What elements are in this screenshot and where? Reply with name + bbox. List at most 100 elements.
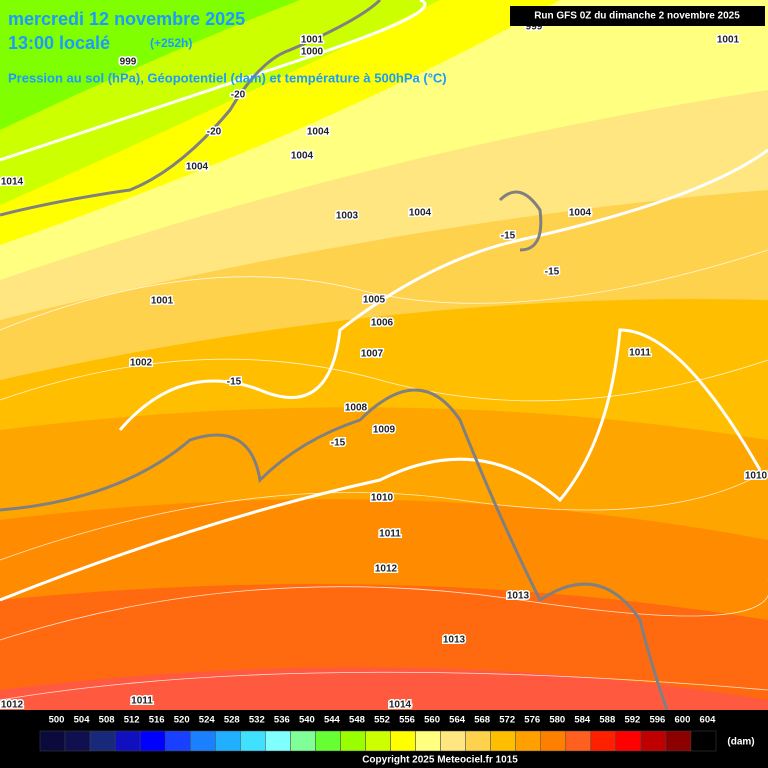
isobar-label: 1000 xyxy=(301,47,324,58)
legend-swatch xyxy=(290,730,316,752)
legend-swatch xyxy=(640,730,667,752)
legend-label: 568 xyxy=(474,715,490,726)
isobar-label: 1004 xyxy=(569,208,592,219)
geopotential-lines xyxy=(0,0,768,602)
legend-label: 552 xyxy=(374,715,390,726)
isobar-label: 1006 xyxy=(371,318,394,329)
legend-swatch xyxy=(415,730,441,752)
isobar-label: -15 xyxy=(501,231,516,242)
legend-swatch xyxy=(390,730,416,752)
isobar-label: 1011 xyxy=(131,696,153,707)
isobar-label: 1007 xyxy=(361,349,384,360)
legend-swatch xyxy=(240,730,266,752)
legend-swatch xyxy=(189,730,216,752)
legend-label: 596 xyxy=(649,715,665,726)
isobar-label: 1005 xyxy=(363,295,386,306)
legend-swatch xyxy=(114,730,141,752)
subtitle: Pression au sol (hPa), Géopotentiel (dam… xyxy=(8,70,447,85)
isobar-label: -15 xyxy=(545,267,560,278)
legend-label: 512 xyxy=(124,715,140,726)
run-info: Run GFS 0Z du dimanche 2 novembre 2025 xyxy=(534,11,740,22)
legend: 500 504 508 512 516 520 524 528 532 536 540 544 548 5… xyxy=(39,715,717,752)
legend-swatch xyxy=(215,730,241,752)
isobars xyxy=(0,249,768,701)
legend-label: 580 xyxy=(549,715,565,726)
legend-swatch xyxy=(665,730,692,752)
legend-label: 556 xyxy=(399,715,415,726)
legend-swatch xyxy=(64,730,91,752)
isotherms xyxy=(0,0,692,768)
legend-label: 560 xyxy=(424,715,440,726)
isobar-label: 1014 xyxy=(389,700,412,711)
isobar-label: 1003 xyxy=(336,211,359,222)
legend-swatch xyxy=(39,730,66,752)
legend-swatch xyxy=(590,730,617,752)
legend-swatch xyxy=(690,730,717,752)
isobar-label: 1012 xyxy=(1,700,24,711)
isobar-label: 1004 xyxy=(186,162,209,173)
legend-label: 564 xyxy=(449,715,466,726)
legend-label: 540 xyxy=(299,715,315,726)
isobar-label: 1014 xyxy=(1,177,24,188)
legend-label: 500 xyxy=(49,715,65,726)
legend-swatch xyxy=(89,730,116,752)
isobar-label: 1008 xyxy=(345,403,368,414)
legend-swatch xyxy=(465,730,491,752)
isobar-label: 1011 xyxy=(379,529,401,540)
isobar-label: 1001 xyxy=(717,35,740,46)
legend-swatch xyxy=(265,730,291,752)
isobar-label: -15 xyxy=(227,377,242,388)
legend-label: 588 xyxy=(599,715,615,726)
legend-swatch xyxy=(565,730,592,752)
legend-label: 600 xyxy=(675,715,691,726)
isobar-label: 1011 xyxy=(629,348,651,359)
legend-label: 536 xyxy=(274,715,290,726)
legend-swatch xyxy=(340,730,366,752)
band xyxy=(0,0,300,130)
isobar-label: 1001 xyxy=(151,296,174,307)
date: mercredi 12 novembre 2025 xyxy=(8,9,245,29)
legend-label: 516 xyxy=(149,715,165,726)
legend-swatch xyxy=(440,730,466,752)
time: 13:00 localé xyxy=(8,33,110,53)
legend-unit: (dam) xyxy=(727,737,754,748)
isobar-label: 1001 xyxy=(301,35,324,46)
legend-swatch xyxy=(164,730,191,752)
legend-label: 524 xyxy=(199,715,216,726)
legend-swatch xyxy=(615,730,642,752)
isobar-label: -15 xyxy=(331,438,346,449)
legend-label: 532 xyxy=(249,715,265,726)
legend-label: 528 xyxy=(224,715,240,726)
isobar-label: 1004 xyxy=(409,208,432,219)
legend-swatch xyxy=(315,730,341,752)
isobar-label: 1010 xyxy=(371,493,394,504)
legend-swatch xyxy=(490,730,516,752)
legend-swatch xyxy=(515,730,541,752)
legend-swatch xyxy=(365,730,391,752)
legend-label: 544 xyxy=(324,715,341,726)
legend-label: 576 xyxy=(524,715,540,726)
isobar-label: 1009 xyxy=(373,425,396,436)
isobar-label: 1010 xyxy=(745,471,768,482)
copyright: Copyright 2025 Meteociel.fr 1015 xyxy=(362,755,518,766)
isobar-label: 1004 xyxy=(307,127,330,138)
legend-label: 584 xyxy=(574,715,591,726)
legend-label: 572 xyxy=(499,715,515,726)
isobar-label: 999 xyxy=(120,57,137,68)
run-box xyxy=(510,6,765,26)
legend-label: 604 xyxy=(700,715,717,726)
legend-label: 504 xyxy=(74,715,91,726)
isobar-label: 1013 xyxy=(507,591,530,602)
isobar-label: 1004 xyxy=(291,151,314,162)
lead-time: (+252h) xyxy=(150,36,192,50)
legend-label: 592 xyxy=(624,715,640,726)
legend-swatch xyxy=(540,730,567,752)
legend-label: 548 xyxy=(349,715,365,726)
isobar-label: -20 xyxy=(231,90,246,101)
legend-swatch xyxy=(139,730,166,752)
isobar-label: 1013 xyxy=(443,635,466,646)
legend-label: 508 xyxy=(99,715,115,726)
isobar-label: -20 xyxy=(207,127,222,138)
